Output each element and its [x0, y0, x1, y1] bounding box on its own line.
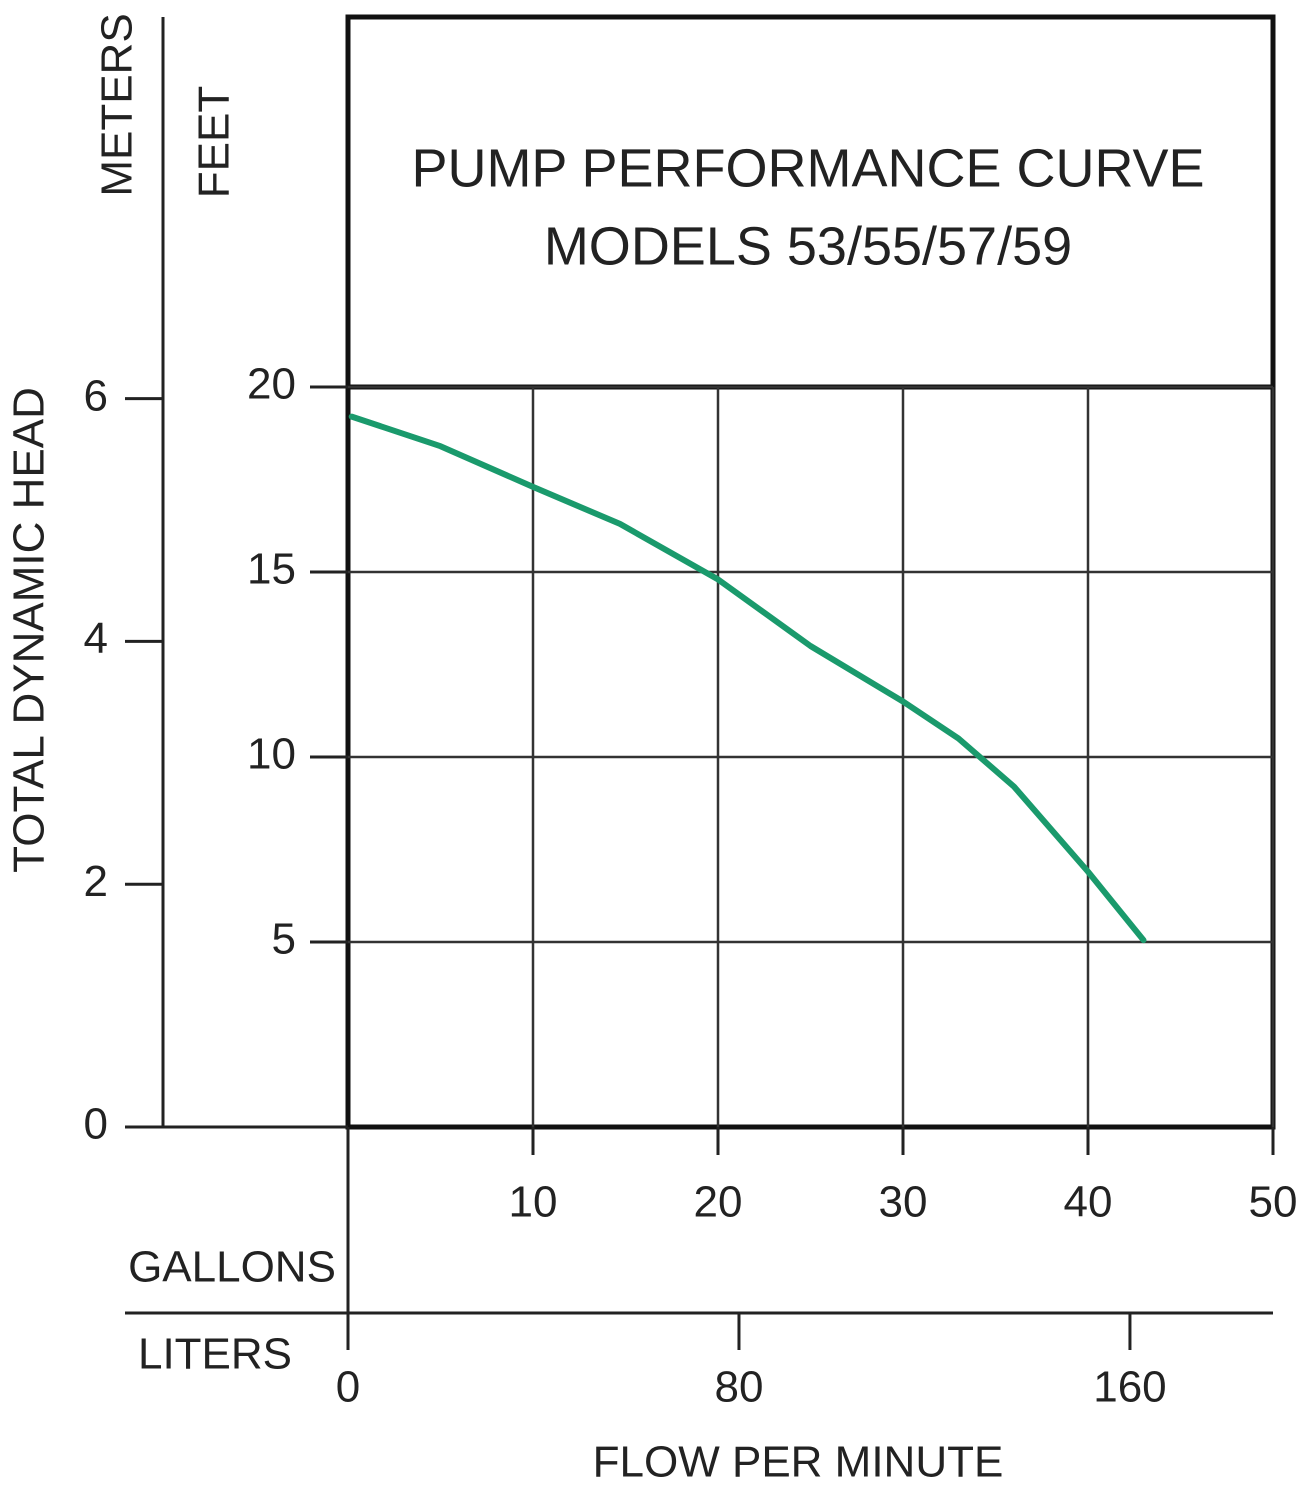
x-axis-label: FLOW PER MINUTE: [593, 1438, 1004, 1487]
y-tick-label: 10: [247, 730, 296, 779]
y2-tick-label: 6: [84, 371, 108, 420]
chart-title: PUMP PERFORMANCE CURVE: [411, 138, 1204, 198]
y-tick-label: 15: [247, 545, 296, 594]
y-axis-label: TOTAL DYNAMIC HEAD: [5, 387, 54, 873]
x2-tick-label: 0: [336, 1363, 360, 1412]
x-tick-label: 10: [509, 1178, 558, 1227]
y2-tick-label: 4: [84, 614, 108, 663]
x-tick-label: 30: [879, 1178, 928, 1227]
x-tick-label: 40: [1064, 1178, 1113, 1227]
x-units: GALLONS: [128, 1243, 336, 1292]
y2-units: METERS: [93, 13, 142, 196]
chart-subtitle: MODELS 53/55/57/59: [544, 216, 1072, 276]
y-units: FEET: [190, 86, 239, 198]
y2-tick-label: 0: [84, 1100, 108, 1149]
pump-curve: [348, 413, 1147, 944]
x2-tick-label: 160: [1093, 1363, 1166, 1412]
y-tick-label: 5: [272, 915, 296, 964]
x-tick-label: 20: [694, 1178, 743, 1227]
y-tick-label: 20: [247, 360, 296, 409]
y2-tick-label: 2: [84, 857, 108, 906]
x-tick-label: 50: [1249, 1178, 1298, 1227]
x2-units: LITERS: [138, 1330, 292, 1379]
x2-tick-label: 80: [714, 1363, 763, 1412]
